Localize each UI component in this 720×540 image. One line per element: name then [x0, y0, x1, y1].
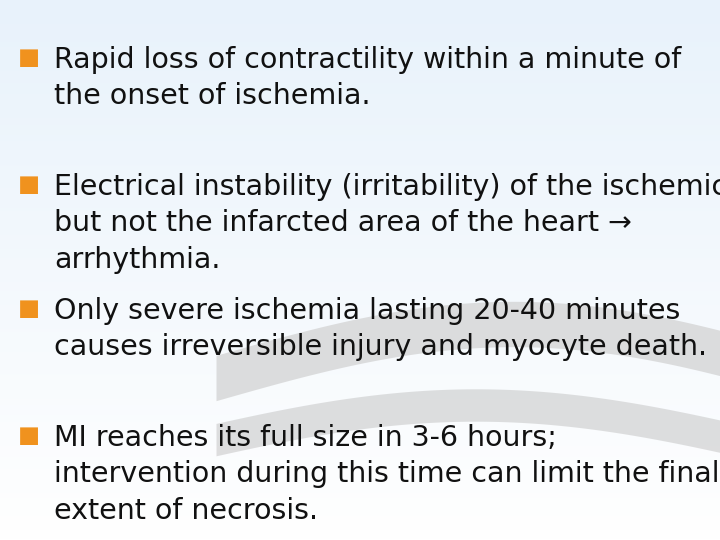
- Text: ■: ■: [18, 297, 40, 320]
- Text: Only severe ischemia lasting 20-40 minutes
causes irreversible injury and myocyt: Only severe ischemia lasting 20-40 minut…: [54, 297, 707, 361]
- Text: ■: ■: [18, 424, 40, 447]
- Text: ■: ■: [18, 46, 40, 69]
- Text: Rapid loss of contractility within a minute of
the onset of ischemia.: Rapid loss of contractility within a min…: [54, 46, 681, 110]
- Text: Electrical instability (irritability) of the ischemic
but not the infarcted area: Electrical instability (irritability) of…: [54, 173, 720, 274]
- Text: MI reaches its full size in 3-6 hours;
intervention during this time can limit t: MI reaches its full size in 3-6 hours; i…: [54, 424, 719, 525]
- Text: ■: ■: [18, 173, 40, 196]
